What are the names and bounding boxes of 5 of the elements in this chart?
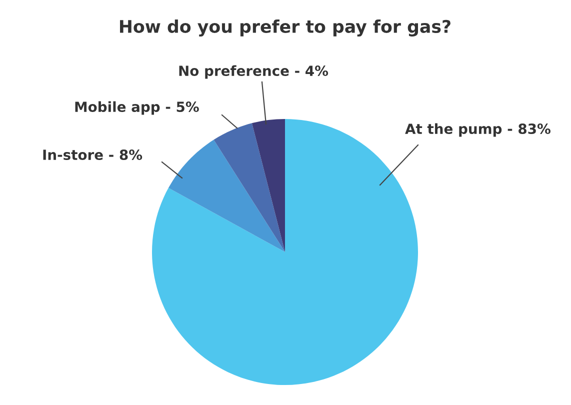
slice-label: In-store - 8% bbox=[43, 150, 142, 160]
slice-label: No preference - 4% bbox=[179, 65, 328, 79]
slice-label: Mobile app - 5% bbox=[75, 101, 199, 115]
chart-title: How do you prefer to pay for gas? bbox=[120, 20, 450, 36]
slice-label: At the pump - 83% bbox=[405, 123, 550, 137]
